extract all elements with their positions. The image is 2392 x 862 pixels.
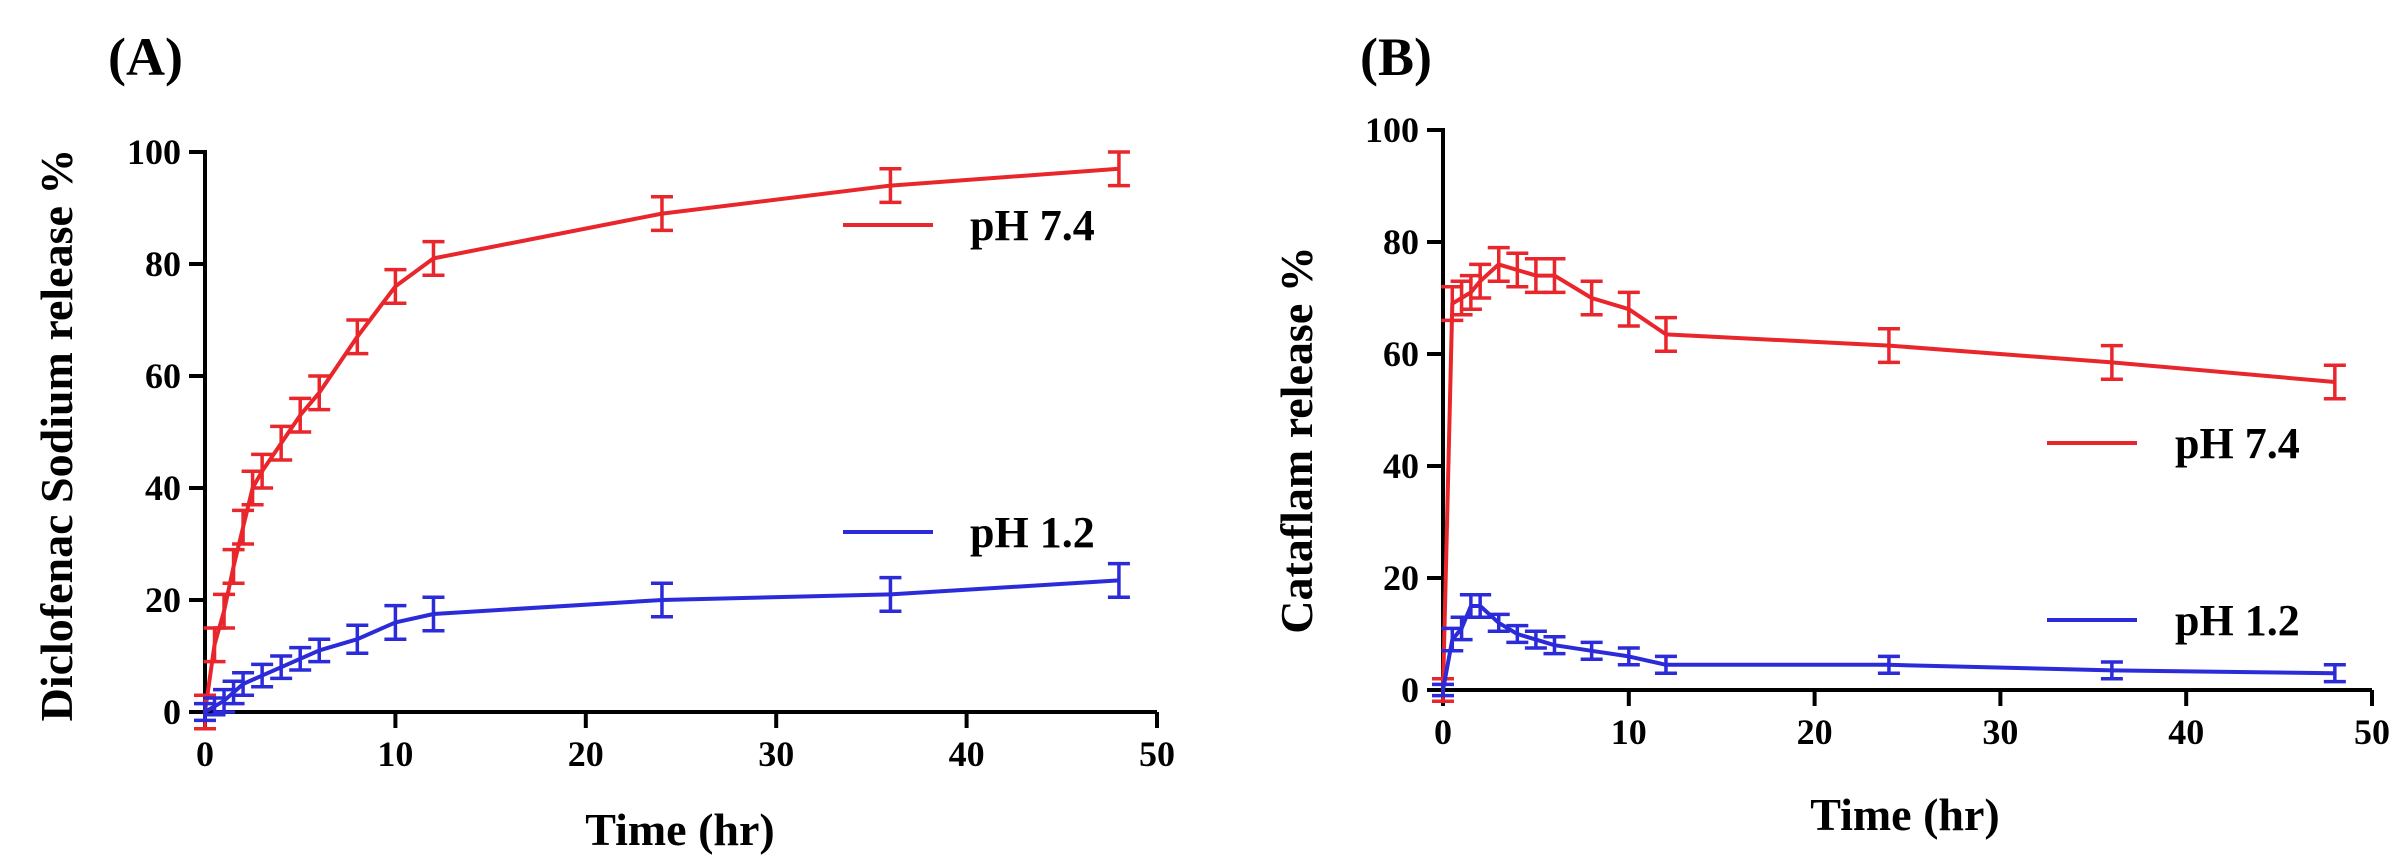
panel-b-y-tick-label: 20 [1383,558,1419,598]
panel-a-x-tick-label: 0 [196,734,214,774]
panel-b-x-tick-label: 10 [1611,712,1647,752]
panel-a-label: (A) [108,27,183,87]
panel-a-x-tick-label: 30 [758,734,794,774]
panel-a-y-axis-title: Diclofenac Sodium release % [31,149,82,722]
panel-b-x-tick-label: 0 [1434,712,1452,752]
panel-a-y-tick-label: 40 [145,468,181,508]
panel-b-x-tick-label: 40 [2168,712,2204,752]
panel-b-y-tick-label: 100 [1365,110,1419,150]
panel-a-series-ph-1-2-legend-label: pH 1.2 [970,508,1095,557]
panel-a-series-ph-7-4-legend-label: pH 7.4 [970,201,1095,250]
panel-b-x-tick-label: 50 [2354,712,2390,752]
panel-b-x-axis-title: Time (hr) [1810,789,2000,840]
panel-a-y-tick-label: 60 [145,356,181,396]
panel-b-x-tick-label: 20 [1797,712,1833,752]
panel-a-y-tick-label: 0 [163,692,181,732]
panel-a-y-tick-label: 20 [145,580,181,620]
panel-b-y-tick-label: 80 [1383,222,1419,262]
panel-a-x-tick-label: 40 [949,734,985,774]
panel-a: (A) Diclofenac Sodium release % Time (hr… [31,27,1175,855]
panel-b-series-ph-1-2-legend-label: pH 1.2 [2175,596,2300,645]
panel-b-y-tick-label: 40 [1383,446,1419,486]
panel-b-label: (B) [1360,27,1432,87]
panel-b-y-tick-label: 0 [1401,670,1419,710]
panel-b-series-ph-7-4-legend-label: pH 7.4 [2175,419,2300,468]
panel-b-y-axis-title: Cataflam release % [1271,246,1322,633]
panel-a-series-ph-7-4-line [203,166,1120,713]
panel-a-y-tick-label: 80 [145,244,181,284]
panel-a-x-tick-label: 50 [1139,734,1175,774]
panel-a-plot-area: 0 20 40 60 80 100 0 10 20 30 40 50 pH 7.4 pH 1.2 [127,132,1175,774]
panel-b-y-tick-label: 60 [1383,334,1419,374]
panel-b-plot-area: 0 20 40 60 80 100 0 10 20 30 40 50 pH 7.4 pH 1.2 [1365,110,2390,752]
panel-a-y-tick-label: 100 [127,132,181,172]
panel-a-x-tick-label: 20 [568,734,604,774]
panel-b: (B) Cataflam release % Time (hr) 0 20 40 60… [1271,27,2390,840]
panel-a-x-axis-title: Time (hr) [585,804,775,855]
panel-b-x-tick-label: 30 [1982,712,2018,752]
panel-a-x-tick-label: 10 [377,734,413,774]
